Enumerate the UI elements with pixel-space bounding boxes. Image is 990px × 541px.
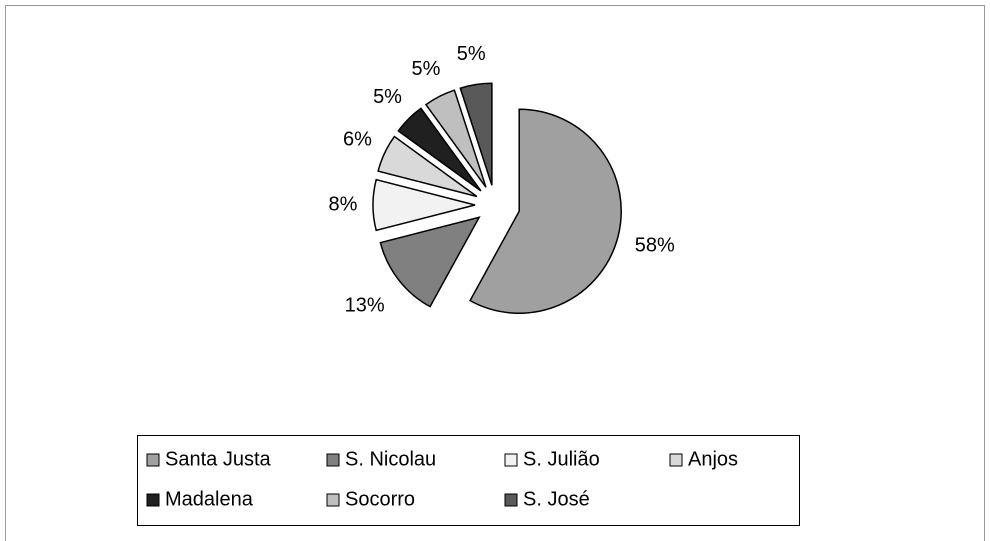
legend-swatch (504, 453, 518, 467)
pie: 58%13%8%6%5%5%5% (329, 43, 675, 316)
legend: Santa Justa S. Nicolau S. Julião Anjos Madal… (146, 448, 738, 510)
legend-swatch (669, 453, 683, 467)
legend-swatch (146, 493, 160, 507)
legend-label: Santa Justa (165, 448, 272, 470)
pie-slice (469, 108, 622, 314)
pie-slice (459, 82, 493, 186)
legend-swatch (504, 493, 518, 507)
pie-slice (377, 135, 478, 198)
data-label: 6% (343, 129, 372, 151)
legend-label: S. Nicolau (345, 448, 436, 470)
pie-slice (372, 178, 476, 232)
pie-slice (379, 216, 481, 308)
legend-label: Anjos (688, 448, 738, 470)
legend-label: Madalena (165, 488, 254, 510)
legend-label: S. Julião (523, 448, 600, 470)
legend-box (137, 435, 800, 526)
pie-slice (397, 107, 482, 192)
data-label: 58% (635, 234, 675, 256)
data-label: 5% (412, 58, 441, 80)
legend-swatch (326, 493, 340, 507)
pie-slice (424, 89, 487, 188)
legend-swatch (326, 453, 340, 467)
legend-label: S. José (523, 488, 590, 510)
data-label: 8% (329, 193, 358, 215)
data-label: 5% (457, 43, 486, 65)
data-label: 13% (345, 294, 385, 316)
data-label: 5% (373, 86, 402, 108)
legend-swatch (146, 453, 160, 467)
legend-label: Socorro (345, 488, 415, 510)
